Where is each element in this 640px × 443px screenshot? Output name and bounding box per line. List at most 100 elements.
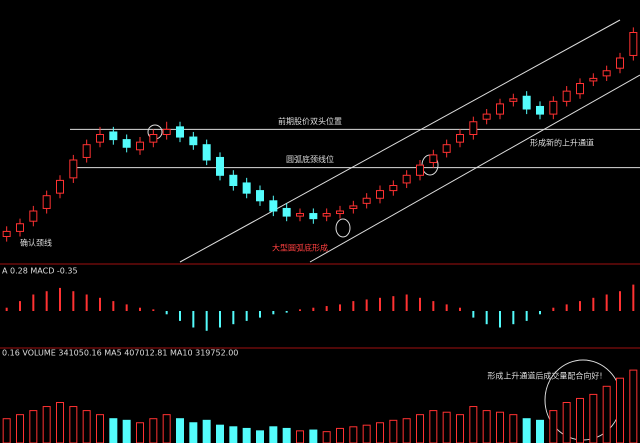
volume-bar <box>42 406 51 443</box>
reference-label: 圆弧底颈线位 <box>286 154 334 164</box>
volume-bar <box>189 422 198 443</box>
candle-body <box>429 154 438 164</box>
volume-bar <box>602 385 611 443</box>
candle-body <box>469 121 478 135</box>
candle-body <box>202 144 211 161</box>
candle-body <box>149 134 158 143</box>
panel-label: 0.16 VOLUME 341050.16 MA5 407012.81 MA10… <box>2 349 238 358</box>
volume-bar <box>229 426 238 443</box>
volume-bar <box>482 410 491 443</box>
volume-bar <box>562 402 571 443</box>
candle-body <box>189 136 198 146</box>
candle-body <box>376 190 384 199</box>
volume-bar <box>536 419 544 443</box>
candle-body <box>256 190 264 202</box>
candle-body <box>562 90 571 102</box>
volume-bar <box>629 369 638 443</box>
candle-body <box>629 32 638 56</box>
candle-body <box>402 174 411 184</box>
volume-bar <box>16 414 24 443</box>
volume-bar <box>429 410 438 443</box>
volume-bar <box>149 418 158 443</box>
candle-body <box>482 113 491 120</box>
candle-body <box>456 134 464 143</box>
candle-body <box>136 141 144 151</box>
candle-body <box>69 159 78 179</box>
volume-bar <box>256 430 264 443</box>
candle-body <box>549 100 558 115</box>
volume-bar <box>216 424 224 443</box>
candle-body <box>16 223 24 232</box>
volume-bar <box>322 431 331 443</box>
annotation: 大型圆弧底形成 <box>272 243 328 253</box>
candle-body <box>362 197 371 204</box>
volume-bar <box>389 419 398 443</box>
volume-bar <box>296 430 304 443</box>
volume-bar <box>96 414 104 443</box>
candle-body <box>496 103 504 115</box>
candle-body <box>336 210 344 215</box>
candle-body <box>42 195 51 209</box>
candle-body <box>389 185 398 192</box>
candle-body <box>602 70 611 77</box>
candle-body <box>242 182 251 194</box>
circle-mark <box>335 218 351 238</box>
volume-bar <box>29 410 38 443</box>
candle-body <box>269 200 278 212</box>
volume-bar <box>82 410 91 443</box>
candle-body <box>522 95 531 110</box>
candle-body <box>29 210 38 222</box>
volume-bar <box>402 418 411 443</box>
volume-bar <box>616 377 624 443</box>
volume-bar <box>336 427 344 443</box>
candle-body <box>162 128 171 135</box>
volume-bar <box>136 422 144 443</box>
candle-body <box>416 164 424 176</box>
volume-bar <box>202 419 211 443</box>
volume-bar <box>442 411 451 443</box>
panel-label: A 0.28 MACD -0.35 <box>2 267 78 276</box>
volume-bar <box>456 414 464 443</box>
annotation: 形成上升通道后成交量配合向好! <box>487 371 602 381</box>
volume-bar <box>122 419 131 443</box>
annotation: 形成新的上升通道 <box>530 138 594 148</box>
volume-bar <box>549 410 558 443</box>
candle-body <box>509 98 518 102</box>
candle-body <box>56 179 64 194</box>
volume-bar <box>309 429 318 443</box>
volume-bar <box>162 414 171 443</box>
candle-body <box>309 213 318 220</box>
volume-bar <box>589 393 598 443</box>
candle-body <box>296 213 304 217</box>
channel-line <box>179 19 621 263</box>
volume-bar <box>509 414 518 443</box>
volume-bar <box>176 418 184 443</box>
volume-bar <box>242 427 251 443</box>
volume-bar <box>362 424 371 443</box>
volume-bar <box>2 418 11 443</box>
candle-body <box>442 144 451 153</box>
volume-bar <box>376 422 384 443</box>
volume-bar <box>56 402 64 443</box>
channel-line <box>309 74 640 263</box>
candle-body <box>322 213 331 217</box>
candle-body <box>616 57 624 69</box>
candle-body <box>176 126 184 138</box>
volume-bar <box>416 414 424 443</box>
candle-body <box>122 139 131 148</box>
reference-label: 前期股价双头位置 <box>278 116 342 126</box>
candle-body <box>82 144 91 158</box>
volume-bar <box>349 426 358 443</box>
volume-bar <box>269 426 278 443</box>
volume-bar <box>109 418 118 443</box>
candle-body <box>576 83 584 95</box>
volume-bar <box>496 411 504 443</box>
candle-body <box>536 105 544 115</box>
candle-body <box>282 207 291 217</box>
candle-body <box>349 205 358 209</box>
candle-body <box>589 77 598 82</box>
candle-body <box>216 156 224 176</box>
annotation: 确认颈线 <box>20 238 52 248</box>
volume-bar <box>469 406 478 443</box>
